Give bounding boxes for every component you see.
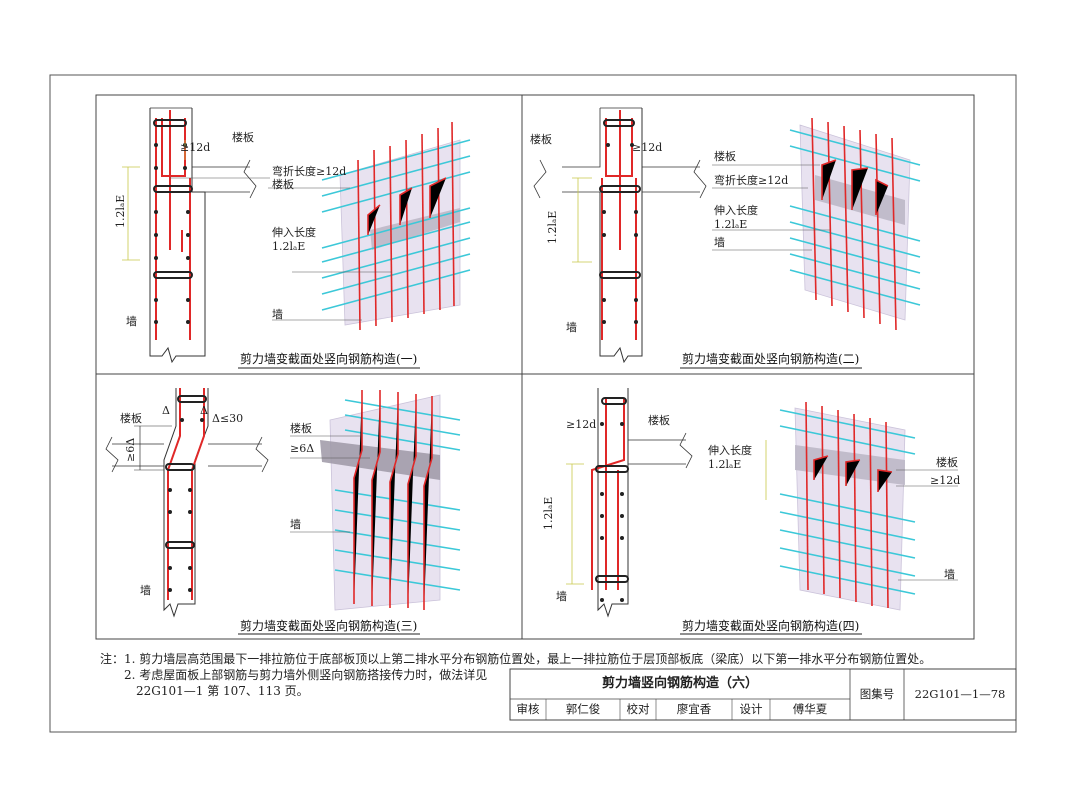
iso-view-1 xyxy=(321,121,471,331)
iso-view-2 xyxy=(789,117,921,331)
notes-prefix: 注： xyxy=(100,652,125,666)
wall-section-4 xyxy=(566,388,767,618)
label-slab2-1: 楼板 xyxy=(272,177,294,191)
atlas-number: 22G101—1—78 xyxy=(914,687,1006,701)
check-label: 校对 xyxy=(626,702,650,716)
panel-3-title: 剪力墙变截面处竖向钢筋构造(三) xyxy=(240,618,417,633)
iso-view-4 xyxy=(779,401,916,611)
reviewer-name: 郭仁俊 xyxy=(565,702,601,716)
label-dim-2: 1.2lₐE xyxy=(546,211,559,244)
panel-1: ≥12d 楼板 弯折长度≥12d 楼板 伸入长度 1.2lₐE 墙 墙 1.2l… xyxy=(114,107,471,369)
label-wall-3: 墙 xyxy=(140,583,151,597)
note-2b: 22G101—1 第 107、113 页。 xyxy=(136,684,309,698)
label-wall-3d-1: 墙 xyxy=(272,307,283,321)
label-slab-left-3: 楼板 xyxy=(120,411,142,425)
label-anchor-a-2: 伸入长度 xyxy=(714,203,758,217)
label-slab-left-4: 楼板 xyxy=(648,413,670,427)
label-slab-left-2: 楼板 xyxy=(530,132,552,146)
label-anchor-a-4: 伸入长度 xyxy=(708,443,752,457)
wall-section-1 xyxy=(122,107,270,364)
review-label: 审核 xyxy=(516,702,540,716)
panel-2: 楼板 ≥12d 楼板 弯折长度≥12d 伸入长度 1.2lₐE 墙 墙 1.2l… xyxy=(530,107,921,369)
label-wall-4: 墙 xyxy=(556,589,567,603)
panel-3: 楼板 Δ Δ Δ≤30 ≥6Δ 楼板 ≥6Δ 墙 墙 剪力墙变截面处竖向钢筋构造… xyxy=(105,388,461,635)
panel-grid-frame xyxy=(95,94,975,640)
label-slab-1: 楼板 xyxy=(232,130,254,144)
label-wall-3d-2: 墙 xyxy=(714,235,725,249)
atlas-label: 图集号 xyxy=(859,687,895,701)
label-ext-12d-2: ≥12d xyxy=(632,141,662,154)
design-label: 设计 xyxy=(739,702,763,716)
label-ext-12d-3d-4: ≥12d xyxy=(930,474,960,487)
drawing-title: 剪力墙竖向钢筋构造（六） xyxy=(601,676,758,691)
label-delta-max-3: Δ≤30 xyxy=(212,412,243,425)
label-ext-12d-4: ≥12d xyxy=(566,418,596,431)
sheet-border xyxy=(49,74,1017,733)
wall-section-2 xyxy=(533,107,707,364)
label-slab-2: 楼板 xyxy=(714,149,736,163)
label-anchor-b-2: 1.2lₐE xyxy=(714,218,747,231)
panel-4-title: 剪力墙变截面处竖向钢筋构造(四) xyxy=(682,618,859,633)
label-dim-1: 1.2lₐE xyxy=(114,195,127,228)
label-delta-left-3: Δ xyxy=(162,404,170,417)
checker-name: 廖宜香 xyxy=(676,702,712,716)
label-six-delta-3d-3: ≥6Δ xyxy=(290,442,314,455)
label-dim-4: 1.2lₐE xyxy=(542,497,555,530)
title-block xyxy=(509,668,1017,721)
label-ext-12d-1: ≥12d xyxy=(180,141,210,154)
note-1: 1. 剪力墙层高范围最下一排拉筋位于底部板顶以上第二排水平分布钢筋位置处，最上一… xyxy=(124,652,932,666)
label-anchor-a-1: 伸入长度 xyxy=(272,225,316,239)
label-anchor-b-4: 1.2lₐE xyxy=(708,458,741,471)
label-anchor-b-1: 1.2lₐE xyxy=(272,240,305,253)
designer-name: 傅华夏 xyxy=(792,702,828,716)
label-slab-4: 楼板 xyxy=(936,455,958,469)
label-bend-length-2: 弯折长度≥12d xyxy=(714,173,788,187)
panel-4: ≥12d 楼板 伸入长度 1.2lₐE 楼板 ≥12d 墙 墙 1.2lₐE 剪… xyxy=(542,388,960,635)
wall-section-3 xyxy=(105,388,269,618)
panel-1-title: 剪力墙变截面处竖向钢筋构造(一) xyxy=(240,351,417,366)
label-wall-2: 墙 xyxy=(566,320,577,334)
label-six-delta-3: ≥6Δ xyxy=(124,438,137,462)
iso-view-3 xyxy=(320,390,461,611)
panel-2-title: 剪力墙变截面处竖向钢筋构造(二) xyxy=(682,351,859,366)
note-2a: 2. 考虑屋面板上部钢筋与剪力墙外侧竖向钢筋搭接传力时，做法详见 xyxy=(124,668,488,682)
label-wall-3d-3: 墙 xyxy=(290,517,301,531)
label-wall-3d-4: 墙 xyxy=(944,567,955,581)
label-delta-right-3: Δ xyxy=(200,404,208,417)
label-slab-3: 楼板 xyxy=(290,421,312,435)
label-wall-1: 墙 xyxy=(126,314,137,328)
label-bend-length-1: 弯折长度≥12d xyxy=(272,164,346,178)
